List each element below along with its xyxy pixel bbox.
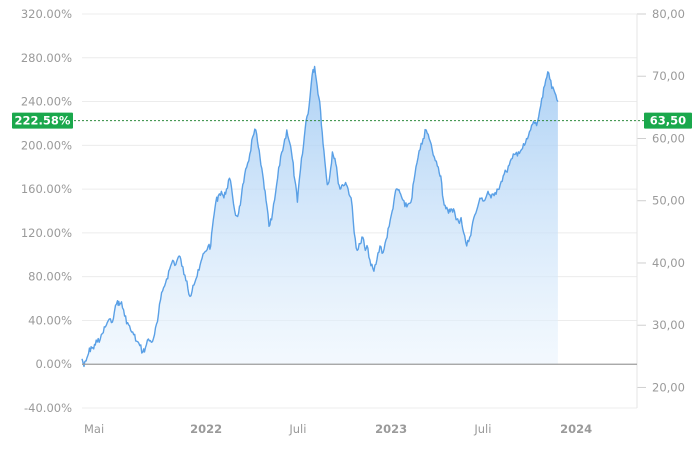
x-tick-label: 2024 bbox=[560, 422, 592, 436]
x-tick-label: Mai bbox=[84, 422, 104, 436]
x-tick-label: 2022 bbox=[190, 422, 222, 436]
current-percent-label: 222.58% bbox=[15, 114, 71, 128]
current-price-badge: 63,50 bbox=[644, 112, 692, 129]
price-area bbox=[82, 66, 558, 367]
right-tick-label: 60,00 bbox=[652, 131, 685, 145]
left-tick-label: 40.00% bbox=[28, 313, 72, 327]
left-axis: 320.00% 280.00% 240.00% 200.00% 160.00% 120.0… bbox=[21, 7, 72, 415]
left-tick-label: 320.00% bbox=[21, 7, 72, 21]
x-tick-label: 2023 bbox=[375, 422, 407, 436]
left-tick-label: -40.00% bbox=[24, 401, 72, 415]
right-axis: 80,00 70,00 60,00 50,00 40,00 30,00 20,00 bbox=[636, 7, 685, 408]
left-tick-label: 240.00% bbox=[21, 95, 72, 109]
current-price-label: 63,50 bbox=[650, 114, 686, 128]
right-tick-label: 80,00 bbox=[652, 7, 685, 21]
right-tick-label: 70,00 bbox=[652, 69, 685, 83]
left-tick-label: 0.00% bbox=[35, 357, 72, 371]
x-tick-label: Juli bbox=[288, 422, 306, 436]
x-tick-label: Juli bbox=[473, 422, 491, 436]
left-tick-label: 80.00% bbox=[28, 270, 72, 284]
current-percent-badge: 222.58% bbox=[12, 112, 73, 129]
x-axis: Mai 2022 Juli 2023 Juli 2024 bbox=[84, 422, 592, 436]
right-tick-label: 40,00 bbox=[652, 256, 685, 270]
left-tick-label: 200.00% bbox=[21, 138, 72, 152]
right-tick-label: 20,00 bbox=[652, 380, 685, 394]
left-tick-label: 160.00% bbox=[21, 182, 72, 196]
left-tick-label: 120.00% bbox=[21, 226, 72, 240]
right-tick-label: 30,00 bbox=[652, 318, 685, 332]
price-line[interactable] bbox=[81, 65, 559, 368]
right-tick-label: 50,00 bbox=[652, 194, 685, 208]
left-tick-label: 280.00% bbox=[21, 51, 72, 65]
